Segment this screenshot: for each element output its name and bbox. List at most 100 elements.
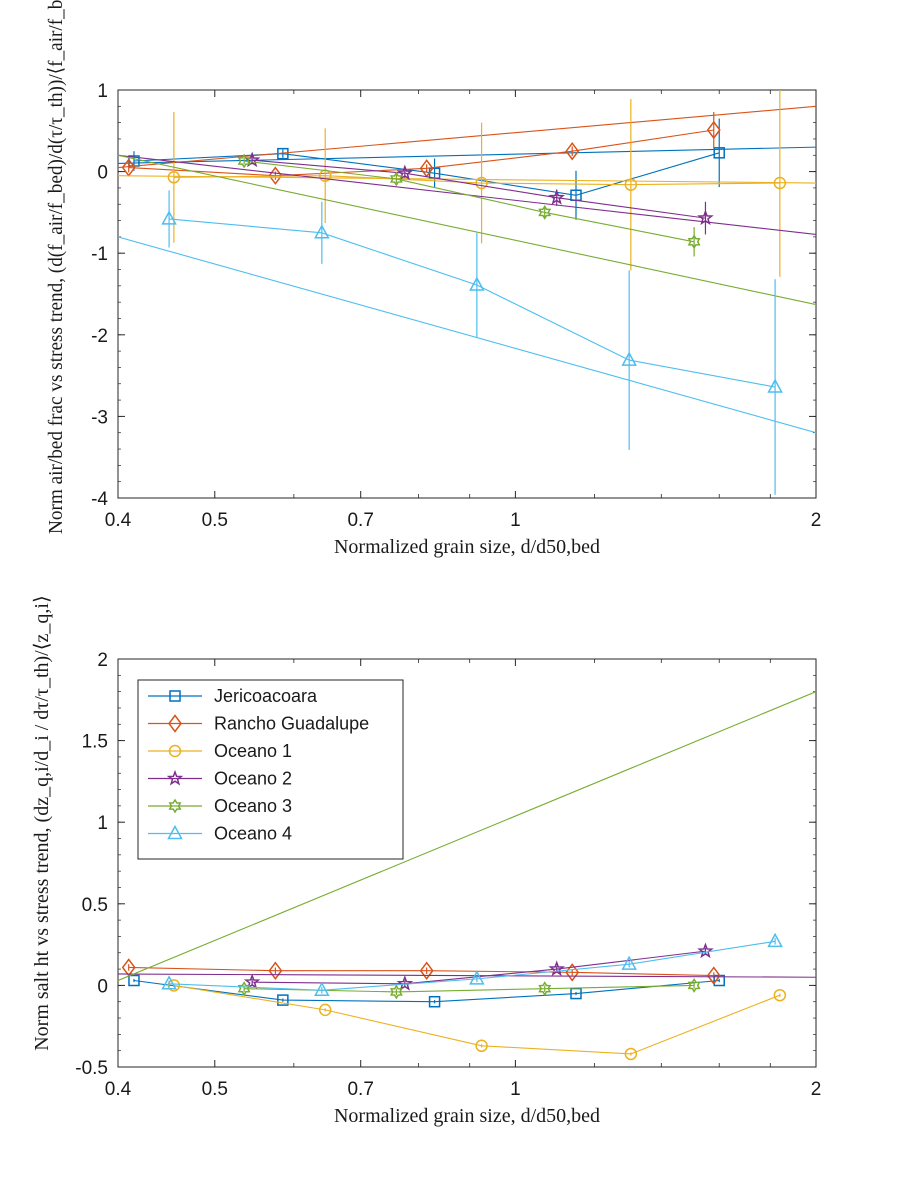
data-point [621,955,637,970]
y-tick-label: 0.5 [82,895,108,916]
data-point [396,164,414,181]
y-tick-label: -0.5 [75,1058,108,1079]
legend-item: Oceano 4 [148,824,292,844]
data-point [713,147,725,159]
x-tick-label: 0.5 [202,510,228,531]
data-point [161,975,177,990]
data-point [475,176,488,190]
data-point [243,973,261,990]
trend-line [118,973,816,978]
data-point [469,276,485,291]
data-point [697,209,714,226]
data-point [314,224,330,239]
x-tick-label: 0.4 [105,1079,132,1100]
data-point [538,204,552,220]
y-axis-label: Norm salt ht vs stress trend, (dz_q,i/d_… [31,595,53,1051]
trend-line [118,236,816,434]
y-axis-label: Norm air/bed frac vs stress trend, (d(f_… [45,0,67,534]
legend-marker [166,769,184,786]
y-tick-label: -1 [91,244,108,265]
legend-label: Oceano 3 [214,796,292,816]
plot-panel-1: 0.4 0.5 0.7 1 2 1 0 -1 -2 -3 -4 Normalized grain si… [45,0,821,558]
legend-item: Jericoacoara [148,686,318,706]
data-point [419,961,434,980]
series-line [133,979,720,1003]
legend-box [137,679,404,860]
data-point [389,984,403,1000]
legend-marker [168,714,182,733]
data-point [687,234,701,250]
trend-line [118,105,816,169]
axes-box [117,89,817,499]
legend-item: Oceano 3 [148,796,292,816]
series-line [244,160,695,243]
legend-item: Oceano 1 [148,741,292,761]
data-point [121,958,136,977]
data-point [706,120,721,140]
data-point [314,981,330,997]
legend-marker [169,690,181,702]
series-jericoacoara [128,974,725,1008]
trend-line [118,146,816,164]
legend-item: Rancho Guadalupe [148,714,369,734]
legend-label: Oceano 1 [214,741,292,761]
series-line [169,940,776,991]
data-point [128,974,140,987]
data-point [767,932,783,948]
data-point [697,942,714,959]
legend-marker [167,824,183,840]
plot-panel-2: 0.4 0.5 0.7 1 2 2 1.5 1 0.5 0 -0.5 Normalized grain… [31,595,821,1127]
trend-line [118,154,816,306]
y-tick-label: 1 [97,813,108,834]
series-line [173,175,780,186]
y-tick-label: 1 [97,81,108,102]
data-layer [118,90,816,495]
series-oceano-3 [118,153,816,306]
y-tick-label: 0 [97,976,108,997]
data-point [318,1003,332,1017]
x-axis-label: Normalized grain size, d/d50,bed [334,1105,600,1127]
data-point [475,1039,488,1053]
data-point [538,981,552,997]
data-point [167,979,181,992]
data-point [773,176,787,190]
y-tick-label: -3 [91,407,108,428]
data-point [624,178,638,191]
data-point [469,970,485,985]
data-point [428,995,441,1008]
data-point [167,171,181,184]
x-tick-label: 1 [510,510,521,531]
data-point [565,141,580,161]
legend-label: Jericoacoara [214,686,318,706]
data-point [767,378,783,393]
x-axis-label: Normalized grain size, d/d50,bed [334,536,600,558]
data-point [396,975,414,991]
y-tick-label: 1.5 [82,732,108,753]
data-point [621,351,637,366]
x-tick-label: 1 [510,1079,521,1100]
data-point [161,210,177,225]
trend-line [118,691,816,982]
data-point [268,961,283,980]
x-tick-label: 2 [811,1079,822,1100]
x-tick-label: 0.7 [347,1079,373,1100]
series-oceano-4 [118,190,816,495]
data-point [237,981,251,997]
data-point [237,153,251,169]
y-tick-label: 0 [97,163,108,184]
data-point [570,987,582,1000]
data-point [773,988,787,1002]
series-line [128,966,714,977]
series-line [252,159,706,219]
legend-label: Oceano 2 [214,769,292,789]
data-point [548,960,565,977]
data-point [624,1047,638,1061]
legend-marker [168,744,182,758]
series-oceano-1 [118,90,816,277]
series-oceano-1 [167,979,787,1061]
series-oceano-4 [161,932,783,997]
x-tick-label: 2 [811,510,822,531]
data-point [706,966,721,985]
data-point [687,977,701,993]
